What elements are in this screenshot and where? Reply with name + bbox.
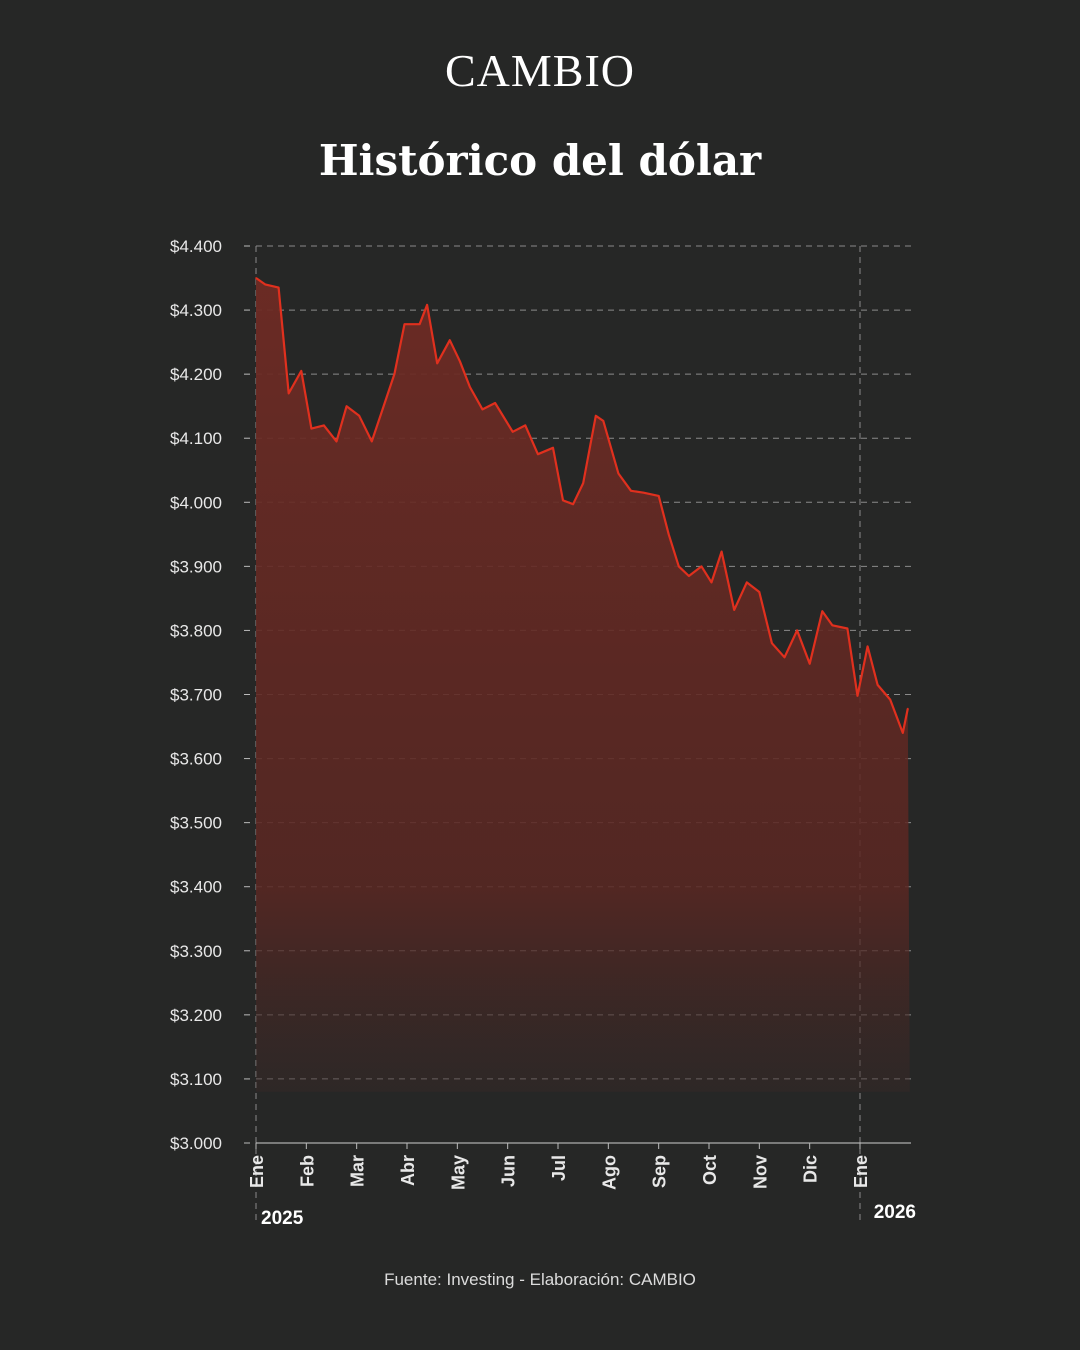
y-tick-label: $3.600 bbox=[170, 750, 222, 769]
year-labels: 2025 2026 bbox=[261, 1202, 916, 1229]
data-point bbox=[642, 491, 645, 494]
x-tick-label: Nov bbox=[750, 1155, 770, 1189]
data-point bbox=[733, 609, 735, 611]
data-point bbox=[667, 533, 670, 536]
y-tick-label: $3.000 bbox=[170, 1134, 222, 1153]
x-tick-label: Abr bbox=[398, 1155, 418, 1186]
data-point bbox=[657, 495, 660, 497]
x-tick-label: Feb bbox=[297, 1155, 317, 1187]
x-tick-label: Ene bbox=[247, 1155, 267, 1188]
data-point bbox=[335, 440, 338, 443]
series-line-path bbox=[255, 277, 909, 734]
data-point bbox=[783, 656, 786, 659]
data-point bbox=[746, 581, 748, 584]
y-tick-label: $3.400 bbox=[170, 878, 222, 897]
data-point bbox=[552, 447, 554, 449]
series-line bbox=[255, 277, 909, 734]
data-point bbox=[808, 662, 811, 665]
data-point bbox=[889, 698, 891, 701]
data-point bbox=[771, 642, 773, 644]
data-point bbox=[300, 370, 303, 372]
data-point bbox=[907, 707, 909, 710]
data-point bbox=[371, 440, 373, 443]
data-point bbox=[524, 424, 527, 427]
data-point bbox=[436, 362, 439, 365]
data-point bbox=[876, 684, 879, 686]
data-point bbox=[831, 624, 834, 627]
x-tick-label: Mar bbox=[348, 1155, 368, 1187]
year-label: 2025 bbox=[261, 1208, 304, 1229]
source-note: Fuente: Investing - Elaboración: CAMBIO bbox=[384, 1270, 696, 1289]
data-point bbox=[700, 565, 703, 568]
data-point bbox=[403, 323, 406, 326]
data-point bbox=[758, 591, 761, 593]
data-point bbox=[821, 610, 824, 612]
x-tick-label: Sep bbox=[650, 1155, 670, 1188]
y-tick-label: $3.300 bbox=[170, 942, 222, 961]
data-point bbox=[902, 732, 904, 734]
data-point bbox=[572, 503, 574, 506]
data-point bbox=[582, 482, 584, 484]
data-point bbox=[494, 402, 496, 404]
data-point bbox=[449, 339, 451, 342]
data-point bbox=[720, 550, 723, 553]
data-point bbox=[562, 499, 564, 502]
x-tick-label: Jun bbox=[499, 1155, 519, 1187]
data-point bbox=[358, 415, 361, 417]
y-tick-label: $3.200 bbox=[170, 1006, 222, 1025]
data-point bbox=[310, 427, 313, 430]
data-point bbox=[481, 408, 484, 411]
x-tick-label: Dic bbox=[801, 1155, 821, 1183]
data-point bbox=[426, 304, 428, 306]
data-point bbox=[255, 277, 257, 279]
y-tick-label: $3.100 bbox=[170, 1070, 222, 1089]
data-point bbox=[710, 581, 713, 584]
data-point bbox=[418, 323, 421, 326]
y-tick-label: $4.400 bbox=[170, 237, 222, 256]
data-point bbox=[602, 420, 605, 422]
y-tick-label: $4.100 bbox=[170, 429, 222, 448]
data-point bbox=[345, 405, 348, 408]
y-tick-label: $4.300 bbox=[170, 301, 222, 320]
y-axis-ticks: $3.000 $3.100 $3.200 $3.300 $3.400 $3.500 $3.6… bbox=[170, 237, 250, 1153]
data-point bbox=[630, 490, 632, 492]
y-tick-label: $4.200 bbox=[170, 365, 222, 384]
x-tick-label: Ene bbox=[851, 1155, 871, 1188]
area-fill-path bbox=[256, 278, 910, 1092]
data-point bbox=[617, 472, 620, 475]
data-point bbox=[595, 415, 597, 417]
data-point bbox=[511, 431, 514, 433]
x-tick-label: Jul bbox=[549, 1155, 569, 1181]
y-tick-label: $4.000 bbox=[170, 493, 222, 512]
y-tick-label: $3.500 bbox=[170, 814, 222, 833]
x-tick-label: Ago bbox=[599, 1155, 619, 1190]
x-tick-label: Oct bbox=[700, 1155, 720, 1185]
brand-logo: CAMBIO bbox=[444, 45, 636, 96]
x-axis-ticks: Ene Feb Mar Abr May Jun Jul Ago Sep Oct Nov Dic Ene bbox=[247, 1143, 871, 1190]
data-point bbox=[856, 695, 859, 697]
data-point bbox=[323, 424, 325, 427]
chart-title: Histórico del dólar bbox=[318, 136, 762, 185]
data-point bbox=[287, 392, 290, 395]
data-point bbox=[688, 575, 690, 577]
data-point bbox=[277, 286, 280, 289]
data-point bbox=[537, 453, 539, 456]
data-point bbox=[264, 283, 266, 286]
y-tick-label: $3.700 bbox=[170, 686, 222, 705]
area-fill bbox=[256, 278, 910, 1092]
data-point bbox=[678, 565, 680, 568]
data-point bbox=[796, 629, 798, 632]
year-label: 2026 bbox=[874, 1202, 916, 1223]
data-point bbox=[846, 627, 849, 630]
x-tick-label: May bbox=[448, 1155, 468, 1190]
data-point bbox=[866, 645, 869, 648]
y-tick-label: $3.800 bbox=[170, 621, 222, 640]
data-point bbox=[459, 360, 461, 363]
data-point bbox=[469, 386, 471, 388]
y-tick-label: $3.900 bbox=[170, 557, 222, 576]
data-point bbox=[393, 373, 396, 375]
